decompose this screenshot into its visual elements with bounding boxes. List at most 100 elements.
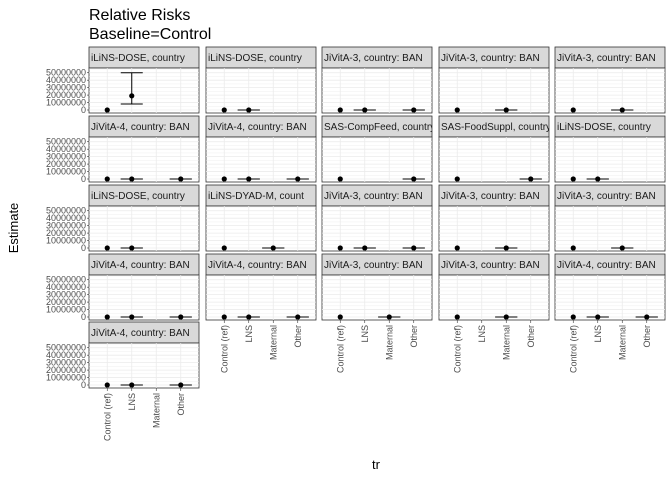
y-tick-label: 10000000 <box>46 167 86 177</box>
y-tick-label: 20000000 <box>46 159 86 169</box>
y-tick-label: 50000000 <box>46 343 86 353</box>
x-tick-label: Maternal <box>384 325 394 360</box>
facet-panel: JiVitA-4, country: BAN 010000000200000003… <box>46 253 200 322</box>
facet-panel: JiVitA-4, country: BAN 010000000200000003… <box>46 321 200 441</box>
x-tick-label: Control (ref) <box>568 325 578 373</box>
facet-strip-label: JiVitA-4, country: BAN <box>208 260 307 271</box>
x-tick-label: Control (ref) <box>102 393 112 441</box>
x-tick-label: Other <box>642 325 652 348</box>
x-tick-label: Maternal <box>268 325 278 360</box>
data-point <box>454 314 460 320</box>
data-point <box>221 176 227 182</box>
facet-strip-label: JiVitA-3, country: BAN <box>441 191 540 202</box>
facet-strip-label: iLiNS-DOSE, country <box>557 122 651 133</box>
data-point <box>362 245 368 251</box>
facet-strip-label: JiVitA-4, country: BAN <box>91 260 190 271</box>
data-point <box>570 176 576 182</box>
data-point <box>503 245 509 251</box>
facet-panel: JiVitA-4, country: BAN 010000000200000003… <box>46 115 200 184</box>
y-tick-label: 0 <box>81 105 86 115</box>
facet-strip-label: JiVitA-3, country: BAN <box>557 53 656 64</box>
y-tick-label: 50000000 <box>46 206 86 216</box>
data-point <box>411 107 417 113</box>
data-point <box>528 176 534 182</box>
y-tick-label: 40000000 <box>46 282 86 292</box>
data-point <box>178 314 184 320</box>
data-point <box>246 314 252 320</box>
facet-panel: JiVitA-4, country: BAN Control (ref) LNS Ma… <box>554 253 666 373</box>
x-tick-label: Maternal <box>151 393 161 428</box>
data-point <box>129 314 135 320</box>
y-tick-label: 10000000 <box>46 305 86 315</box>
data-point <box>295 176 301 182</box>
chart-title: Relative Risks <box>89 7 190 24</box>
y-tick-label: 0 <box>81 174 86 184</box>
data-point <box>104 107 110 113</box>
x-tick-label: LNS <box>477 325 487 343</box>
x-tick-label: LNS <box>127 393 137 411</box>
facet-strip-label: JiVitA-3, country: BAN <box>324 191 423 202</box>
data-point <box>595 176 601 182</box>
data-point <box>454 245 460 251</box>
data-point <box>454 176 460 182</box>
facet-strip-label: JiVitA-4, country: BAN <box>557 260 656 271</box>
data-point <box>129 176 135 182</box>
data-point <box>104 314 110 320</box>
facet-panel: JiVitA-3, country: BAN Control (ref) LNS Ma… <box>438 253 550 373</box>
facet-panel: JiVitA-3, country: BAN Control (ref) LNS Ma… <box>321 253 433 373</box>
data-point <box>337 176 343 182</box>
y-tick-label: 20000000 <box>46 297 86 307</box>
data-point <box>619 245 625 251</box>
y-axis-title: Estimate <box>6 203 21 254</box>
data-point <box>503 314 509 320</box>
x-tick-label: LNS <box>244 325 254 343</box>
facet-panel: SAS-CompFeed, country <box>321 115 433 183</box>
data-point <box>644 314 650 320</box>
y-tick-label: 30000000 <box>46 290 86 300</box>
facet-panel: iLiNS-DOSE, country <box>205 46 317 114</box>
y-tick-label: 0 <box>81 380 86 390</box>
facet-strip-label: JiVitA-3, country: BAN <box>324 53 423 64</box>
data-point <box>129 382 135 388</box>
y-tick-label: 10000000 <box>46 98 86 108</box>
facet-strip-label: iLiNS-DOSE, country <box>91 191 185 202</box>
data-point <box>503 107 509 113</box>
data-point <box>295 314 301 320</box>
data-point <box>411 245 417 251</box>
facet-panel: JiVitA-4, country: BAN Control (ref) LNS Ma… <box>205 253 317 373</box>
facet-strip-label: JiVitA-3, country: BAN <box>324 260 423 271</box>
y-tick-label: 50000000 <box>46 275 86 285</box>
y-tick-label: 0 <box>81 312 86 322</box>
y-tick-label: 30000000 <box>46 221 86 231</box>
facet-panel: JiVitA-3, country: BAN <box>438 184 550 252</box>
data-point <box>337 107 343 113</box>
y-tick-label: 20000000 <box>46 365 86 375</box>
data-point <box>386 314 392 320</box>
x-tick-label: Other <box>293 325 303 348</box>
data-point <box>270 245 276 251</box>
x-tick-label: LNS <box>593 325 603 343</box>
chart-subtitle: Baseline=Control <box>89 26 211 43</box>
facet-panel: JiVitA-3, country: BAN <box>321 46 433 114</box>
x-tick-label: Other <box>526 325 536 348</box>
facet-strip-label: JiVitA-4, country: BAN <box>208 122 307 133</box>
data-point <box>337 245 343 251</box>
x-tick-label: Control (ref) <box>335 325 345 373</box>
data-point <box>570 314 576 320</box>
facet-strip-label: iLiNS-DYAD-M, count <box>208 191 304 202</box>
facet-panel: JiVitA-3, country: BAN <box>554 184 666 252</box>
data-point <box>246 107 252 113</box>
facet-panel: JiVitA-4, country: BAN <box>205 115 317 183</box>
data-point <box>595 314 601 320</box>
x-tick-label: LNS <box>360 325 370 343</box>
data-point <box>104 176 110 182</box>
x-tick-label: Control (ref) <box>452 325 462 373</box>
data-point <box>221 245 227 251</box>
y-tick-label: 40000000 <box>46 350 86 360</box>
data-point <box>104 382 110 388</box>
facet-panel: iLiNS-DOSE, country <box>554 115 666 183</box>
data-point <box>570 245 576 251</box>
data-point <box>178 176 184 182</box>
facet-panel: JiVitA-3, country: BAN <box>554 46 666 114</box>
